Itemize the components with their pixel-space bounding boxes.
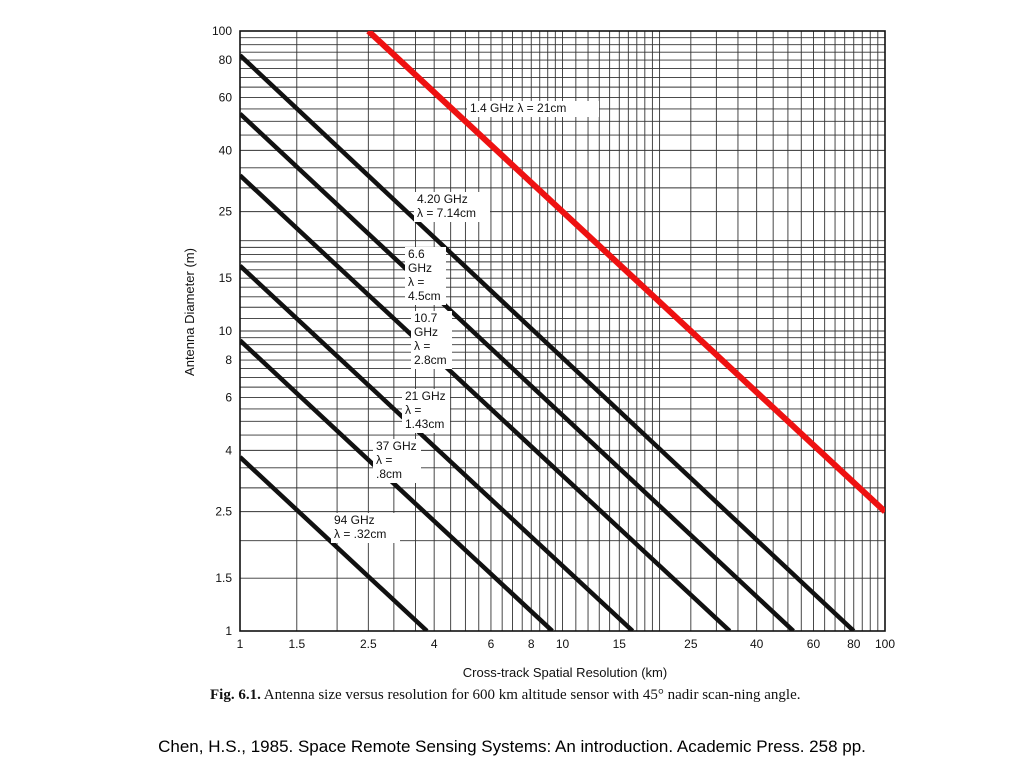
- y-tick-label: 1: [225, 624, 232, 638]
- x-tick-label: 8: [528, 637, 535, 651]
- series-label-bg: [411, 311, 452, 369]
- x-tick-label: 6: [488, 637, 495, 651]
- y-tick-label: 100: [212, 24, 232, 38]
- series-label: λ = 7.14cm: [417, 206, 476, 220]
- citation: Chen, H.S., 1985. Space Remote Sensing S…: [158, 737, 866, 756]
- series-label: λ =: [405, 403, 421, 417]
- series-label: 94 GHz: [334, 513, 375, 527]
- series-line: [240, 264, 635, 631]
- series-label: GHz: [414, 325, 438, 339]
- x-tick-label: 4: [431, 637, 438, 651]
- series-label-bg: [467, 101, 599, 117]
- x-tick-label: 10: [556, 637, 570, 651]
- series-label: λ =: [408, 275, 424, 289]
- y-tick-label: 2.5: [215, 505, 232, 519]
- y-axis-title: Antenna Diameter (m): [182, 248, 197, 376]
- x-axis-title: Cross-track Spatial Resolution (km): [463, 665, 667, 680]
- x-tick-label: 1.5: [288, 637, 305, 651]
- figure-number: Fig. 6.1.: [210, 687, 261, 703]
- axes: [239, 30, 886, 632]
- series-label: 4.20 GHz: [417, 192, 468, 206]
- series-line: [240, 53, 856, 631]
- figure-caption: Fig. 6.1. Antenna size versus resolution…: [210, 686, 890, 705]
- x-tick-label: 40: [750, 637, 764, 651]
- series-label-bg: [414, 192, 490, 222]
- x-tick-label: 1: [237, 637, 244, 651]
- y-tick-label: 25: [219, 205, 233, 219]
- series-label: λ =: [376, 453, 392, 467]
- x-tick-label: 15: [613, 637, 627, 651]
- series-line: [240, 173, 732, 631]
- y-tick-label: 8: [225, 353, 232, 367]
- y-tick-label: 4: [225, 443, 232, 457]
- series-label: 10.7: [414, 311, 438, 325]
- figure-caption-text: Antenna size versus resolution for 600 k…: [263, 687, 801, 703]
- y-tick-label: 40: [219, 143, 233, 157]
- tick-labels: 1 1.5 2.5 4 6 8 10 15 25 40 60 80 100 1 1.5 2.5 4 6 8 10 15 2…: [212, 24, 895, 651]
- series-label-bg: [402, 389, 450, 433]
- series-line: [366, 31, 885, 514]
- series-line: [240, 455, 429, 631]
- series-label: 1.43cm: [405, 417, 444, 431]
- series-label: λ =: [414, 339, 430, 353]
- series-line: [240, 338, 554, 631]
- y-tick-label: 10: [219, 324, 233, 338]
- x-tick-label: 100: [875, 637, 895, 651]
- y-tick-label: 60: [219, 91, 233, 105]
- series-label: λ = .32cm: [334, 527, 386, 541]
- series-label: 37 GHz: [376, 439, 417, 453]
- series-label: .8cm: [376, 467, 402, 481]
- y-tick-label: 1.5: [215, 571, 232, 585]
- series-label-bg: [405, 247, 446, 305]
- series-label-bg: [373, 439, 421, 483]
- series-label: 21 GHz: [405, 389, 446, 403]
- series-label: 6.6: [408, 247, 425, 261]
- y-tick-label: 15: [219, 271, 233, 285]
- series-label-bg: [331, 513, 400, 543]
- x-tick-label: 60: [807, 637, 821, 651]
- series-label: 4.5cm: [408, 289, 441, 303]
- plot-frame: [239, 30, 886, 632]
- series-label: 1.4 GHz λ = 21cm: [470, 101, 566, 115]
- y-tick-label: 80: [219, 53, 233, 67]
- series-label: 2.8cm: [414, 353, 447, 367]
- x-tick-label: 25: [684, 637, 698, 651]
- x-tick-label: 80: [847, 637, 861, 651]
- x-tick-label: 2.5: [360, 637, 377, 651]
- series-line: [240, 112, 795, 631]
- series-label: GHz: [408, 261, 432, 275]
- y-tick-label: 6: [225, 391, 232, 405]
- series-lines: [240, 31, 885, 631]
